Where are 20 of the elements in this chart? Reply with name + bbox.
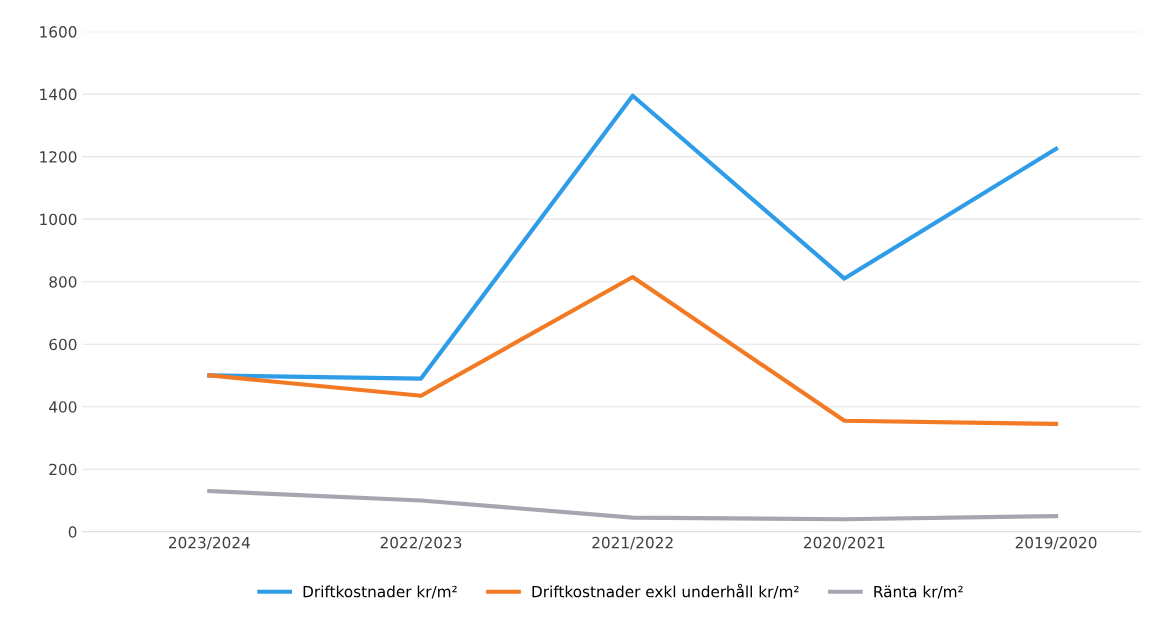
legend-label: Ränta kr/m² — [874, 585, 963, 599]
line-series — [207, 489, 1059, 522]
y-tick-label: 1000 — [40, 213, 77, 226]
x-tick-label: 2023/2024 — [168, 536, 250, 550]
y-tick-label: 1200 — [40, 151, 77, 163]
y-tick-label: 1600 — [40, 26, 77, 38]
y-tick-label: 800 — [49, 276, 77, 288]
x-tick-label: 2020/2021 — [804, 536, 885, 550]
legend-label: Driftkostnader kr/m² — [303, 585, 457, 599]
legend-label: Driftkostnader exkl underhåll kr/m² — [532, 583, 799, 599]
y-tick-label: 400 — [49, 401, 77, 413]
y-tick-label: 1400 — [40, 88, 77, 101]
y-tick-label: 200 — [49, 463, 77, 476]
x-tick-label: 2019/2020 — [1015, 536, 1097, 550]
y-tick-label: 0 — [68, 526, 77, 538]
x-tick-label: 2022/2023 — [380, 536, 462, 550]
x-tick-label: 2021/2022 — [592, 536, 673, 550]
line-series — [207, 274, 1059, 426]
y-tick-label: 600 — [49, 338, 77, 351]
line-series — [207, 93, 1059, 381]
